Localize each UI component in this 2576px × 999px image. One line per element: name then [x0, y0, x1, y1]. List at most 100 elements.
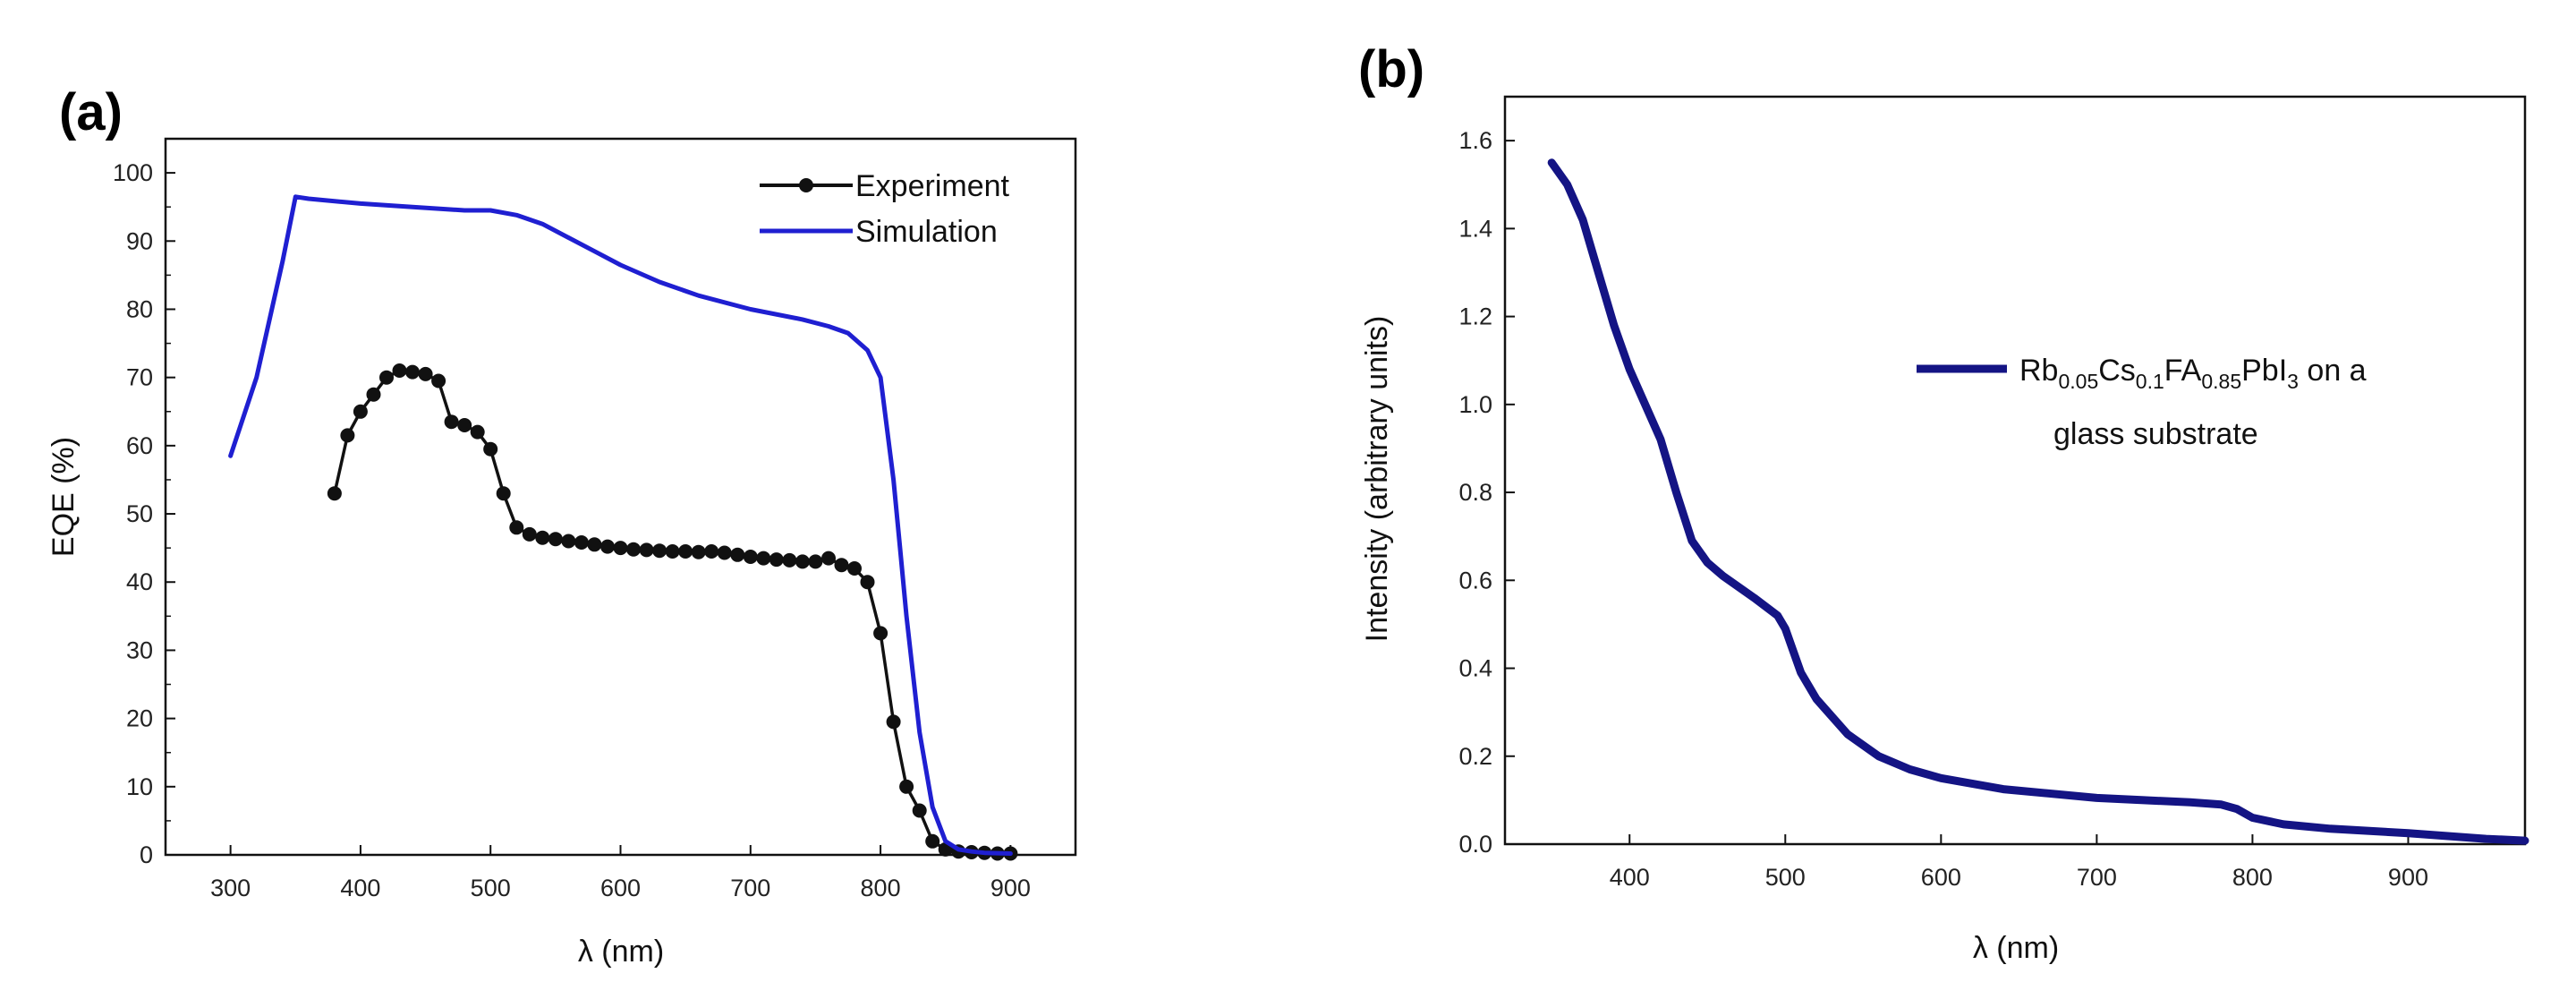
panel-b-ticks: 400 500 600 700 800 900 0.0 0.2 0.4 0.6 0.8 1.0 1.2 1… [1458, 127, 2428, 891]
y-tick-label: 70 [126, 364, 153, 391]
data-point [379, 370, 394, 385]
y-tick-label: 60 [126, 432, 153, 459]
x-tick-label: 600 [1921, 864, 1961, 891]
panel-b-label: (b) [1358, 40, 1424, 98]
legend-sample-part: Cs [2098, 354, 2136, 388]
data-point [873, 626, 888, 641]
data-point [496, 486, 511, 501]
data-point [912, 803, 927, 818]
y-tick-label: 90 [126, 227, 153, 254]
data-point [548, 532, 563, 547]
panel-a-series [228, 194, 1018, 861]
legend-sample-part: PbI [2241, 354, 2287, 388]
data-point [886, 714, 901, 730]
panel-b-y-axis-title: Intensity (arbitrary units) [1360, 316, 1394, 643]
data-point [327, 486, 342, 501]
data-point [795, 554, 810, 569]
legend-sample-sub: 0.05 [2058, 370, 2098, 393]
panel-a-label: (a) [59, 83, 123, 141]
panel-b-legend: Rb0.05Cs0.1FA0.85PbI3 on a glass substra… [1917, 354, 2367, 451]
data-point [535, 530, 550, 545]
x-tick-label: 900 [2388, 864, 2428, 891]
legend-experiment-marker [799, 178, 813, 192]
x-tick-label: 400 [340, 875, 380, 901]
data-point [405, 364, 420, 380]
panel-a-x-axis-title: λ (nm) [578, 935, 664, 969]
data-point [444, 414, 459, 430]
data-point [899, 779, 914, 794]
y-tick-label: 100 [113, 159, 153, 186]
data-point [652, 543, 667, 559]
legend-experiment-label: Experiment [855, 169, 1010, 203]
data-point [483, 441, 498, 457]
data-point [743, 550, 758, 564]
y-tick-label: 0.8 [1458, 479, 1492, 506]
data-point [522, 526, 537, 542]
data-point [418, 366, 433, 381]
data-point [821, 551, 836, 566]
x-tick-label: 300 [210, 875, 251, 901]
data-point [834, 558, 849, 573]
data-point [509, 520, 524, 535]
panel-b-series [1547, 158, 2529, 845]
x-tick-label: 500 [471, 875, 511, 901]
y-tick-label: 1.0 [1458, 391, 1492, 418]
data-point [470, 424, 485, 440]
legend-sample-sub: 3 [2287, 370, 2299, 393]
series-line-b-0 [1547, 158, 2529, 845]
legend-sample-part: FA [2164, 354, 2202, 388]
data-point [756, 551, 771, 566]
y-tick-label: 0.2 [1458, 743, 1492, 770]
data-point [782, 552, 797, 568]
y-tick-label: 30 [126, 636, 153, 663]
legend-simulation-label: Simulation [855, 215, 998, 249]
panel-a-ticks: 300 400 500 600 700 800 900 0 10 20 30 40 50 60 70 80 90… [113, 159, 1031, 901]
x-tick-label: 700 [2077, 864, 2117, 891]
x-tick-label: 500 [1765, 864, 1806, 891]
x-tick-label: 400 [1610, 864, 1650, 891]
legend-sample-sub: 0.1 [2136, 370, 2164, 393]
data-point [639, 542, 654, 558]
y-tick-label: 40 [126, 568, 153, 595]
data-point [457, 418, 472, 432]
data-point [691, 544, 706, 559]
data-point [769, 552, 784, 568]
data-point [366, 387, 381, 402]
y-tick-label: 0.6 [1458, 567, 1492, 593]
legend-sample-label-line2: glass substrate [2053, 417, 2258, 451]
data-point [626, 542, 641, 557]
x-tick-label: 800 [861, 875, 901, 901]
y-tick-label: 0.4 [1458, 655, 1492, 682]
data-point [678, 544, 693, 559]
x-tick-label: 800 [2232, 864, 2273, 891]
data-point [353, 404, 368, 419]
panel-a-y-axis-title: EQE (%) [47, 437, 81, 557]
data-point [561, 534, 576, 549]
data-point [613, 541, 628, 556]
y-tick-label: 1.2 [1458, 303, 1492, 330]
y-tick-label: 20 [126, 705, 153, 732]
y-tick-label: 10 [126, 773, 153, 800]
data-point [717, 545, 732, 560]
data-point [730, 547, 745, 562]
data-point [600, 539, 615, 554]
data-point [574, 535, 589, 550]
data-point [665, 544, 680, 559]
data-point [340, 428, 355, 443]
x-tick-label: 700 [730, 875, 770, 901]
data-point [392, 363, 407, 378]
legend-sample-part: Rb [2019, 354, 2058, 388]
panel-b: (b) 400 500 600 700 800 900 0.0 0.2 0.4 0.6 0.8 1.0… [1358, 40, 2529, 965]
data-point [860, 575, 875, 590]
data-point [847, 561, 862, 576]
panel-b-plot-frame [1503, 95, 2527, 846]
y-tick-label: 1.6 [1458, 127, 1492, 154]
y-tick-label: 1.4 [1458, 215, 1492, 242]
x-tick-label: 900 [990, 875, 1031, 901]
legend-sample-label: Rb0.05Cs0.1FA0.85PbI3 on a [2019, 354, 2367, 393]
y-tick-label: 80 [126, 295, 153, 322]
panel-b-x-axis-title: λ (nm) [1973, 931, 2059, 965]
data-point [925, 833, 940, 849]
y-tick-label: 0.0 [1458, 831, 1492, 858]
